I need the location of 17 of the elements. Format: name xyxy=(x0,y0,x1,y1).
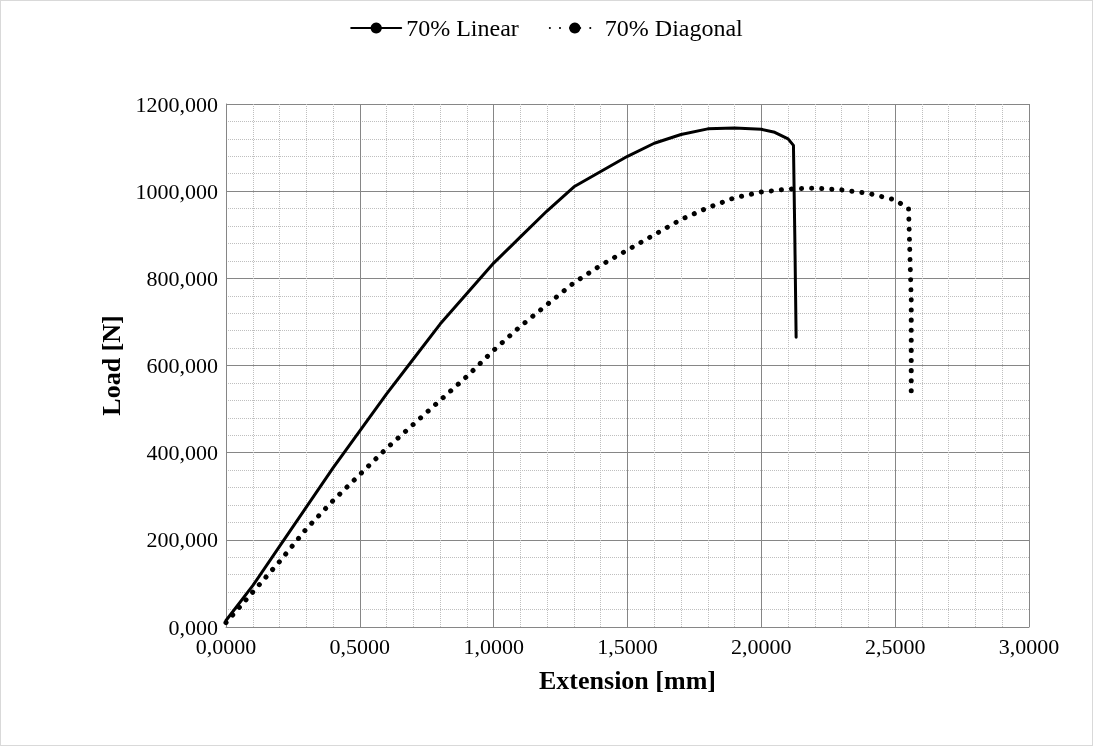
y-tick-label: 0,000 xyxy=(168,614,218,640)
x-tick-label: 0,5000 xyxy=(329,633,391,659)
y-axis-title: Load [N] xyxy=(97,315,127,416)
legend-label: 70% Linear xyxy=(406,15,519,41)
y-tick-label: 1200,000 xyxy=(135,91,218,117)
y-tick-label: 600,000 xyxy=(146,353,218,378)
x-tick-label: 2,0000 xyxy=(731,633,792,659)
x-axis-title: Extension [mm] xyxy=(539,665,716,695)
y-tick-label: 200,000 xyxy=(146,527,218,553)
y-tick-label: 800,000 xyxy=(146,265,218,291)
x-tick-label: 1,0000 xyxy=(463,633,524,659)
x-tick-label: 1,5000 xyxy=(597,633,658,659)
y-tick-label: 1000,000 xyxy=(135,178,218,204)
y-tick-label: 400,000 xyxy=(146,440,218,466)
x-tick-label: 3,0000 xyxy=(998,633,1060,659)
x-tick-label: 2,5000 xyxy=(864,633,926,659)
legend-label: 70% Diagonal xyxy=(604,15,744,41)
